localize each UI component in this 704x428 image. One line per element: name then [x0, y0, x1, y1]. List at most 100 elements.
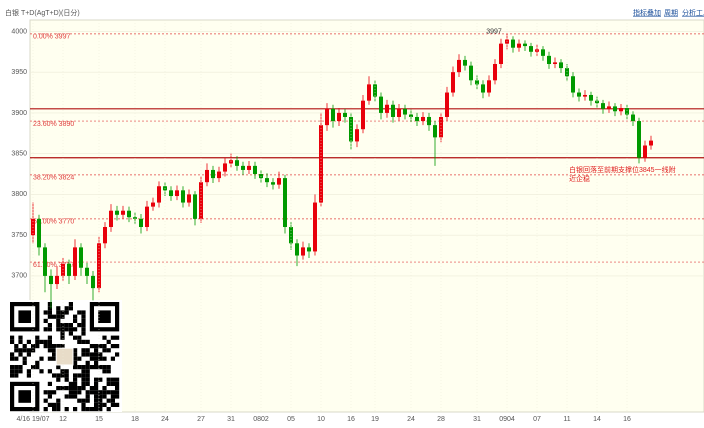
qr-cell — [81, 373, 86, 378]
y-tick-label: 3850 — [11, 150, 27, 157]
qr-cell — [110, 390, 115, 395]
qr-cell — [73, 407, 78, 412]
qr-cell — [102, 335, 107, 340]
qr-cell — [73, 335, 78, 340]
qr-cell — [110, 356, 115, 361]
qr-cell — [94, 377, 99, 382]
qr-cell — [64, 369, 69, 374]
candle-body — [307, 247, 311, 252]
qr-cell — [94, 348, 99, 353]
candle-body — [433, 125, 437, 138]
candle-body — [613, 106, 617, 112]
qr-cell — [102, 394, 107, 399]
qr-cell — [73, 365, 78, 370]
candle-body — [169, 190, 173, 197]
candle-body — [67, 263, 71, 276]
candle-body — [415, 116, 419, 122]
qr-cell — [64, 327, 69, 332]
qr-cell — [81, 339, 86, 344]
qr-cell — [81, 314, 86, 319]
qr-cell — [47, 335, 52, 340]
qr-cell — [47, 314, 52, 319]
qr-cell — [106, 369, 111, 374]
peak-label: 3997 — [486, 29, 502, 36]
qr-cell — [110, 402, 115, 407]
qr-cell — [110, 381, 115, 386]
qr-cell — [102, 348, 107, 353]
qr-cell — [94, 390, 99, 395]
qr-cell — [22, 348, 27, 353]
qr-cell — [81, 402, 86, 407]
candle-body — [91, 275, 95, 289]
qr-cell — [98, 377, 103, 382]
qr-cell — [94, 394, 99, 399]
qr-cell — [98, 398, 103, 403]
qr-code — [8, 300, 122, 412]
candle-body — [151, 202, 155, 207]
qr-cell — [94, 381, 99, 386]
qr-cell — [94, 360, 99, 365]
fib-label: 38.20% 3824 — [33, 175, 74, 182]
x-tick-label: 12 — [59, 416, 67, 423]
qr-cell — [89, 352, 94, 357]
link[interactable]: 分析工具 — [682, 8, 704, 17]
candle-body — [445, 92, 449, 117]
candle-body — [277, 178, 281, 185]
candle-body — [181, 190, 185, 203]
qr-cell — [64, 407, 69, 412]
qr-cell — [81, 352, 86, 357]
qr-cell — [47, 356, 52, 361]
qr-cell — [64, 377, 69, 382]
qr-cell — [60, 331, 65, 336]
qr-cell — [85, 377, 90, 382]
qr-cell — [60, 310, 65, 315]
candle-body — [511, 39, 515, 48]
qr-cell — [52, 356, 57, 361]
qr-cell — [68, 394, 73, 399]
link[interactable]: 周期 — [664, 9, 678, 17]
qr-cell — [64, 373, 69, 378]
qr-cell — [56, 318, 61, 323]
x-tick-label: 24 — [407, 416, 415, 423]
qr-cell — [47, 306, 52, 311]
qr-cell — [85, 339, 90, 344]
qr-cell — [106, 390, 111, 395]
candle-body — [391, 104, 395, 117]
qr-cell — [102, 344, 107, 349]
link[interactable]: 指标叠加 — [633, 8, 661, 17]
candle-body — [49, 275, 53, 285]
qr-cell — [85, 407, 90, 412]
qr-cell — [47, 302, 52, 307]
title: 白银 T+D(AgT+D)(日分) — [5, 8, 80, 17]
candle-body — [607, 106, 611, 109]
candle-body — [457, 59, 461, 73]
qr-cell — [106, 398, 111, 403]
qr-cell — [106, 377, 111, 382]
annotation: 近企稳 — [569, 174, 590, 183]
qr-cell — [85, 365, 90, 370]
qr-cell — [106, 407, 111, 412]
candle-body — [571, 76, 575, 93]
candle-body — [379, 96, 383, 113]
qr-logo — [55, 347, 74, 366]
qr-cell — [52, 348, 57, 353]
y-tick-label: 3800 — [11, 191, 27, 198]
fib-label: 23.60% 3890 — [33, 121, 74, 128]
qr-cell — [52, 352, 57, 357]
qr-cell — [98, 402, 103, 407]
qr-cell — [89, 356, 94, 361]
qr-cell — [26, 373, 31, 378]
qr-cell — [18, 352, 23, 357]
qr-cell — [115, 402, 120, 407]
candle-body — [193, 194, 197, 219]
y-tick-label: 3900 — [11, 110, 27, 117]
qr-cell — [81, 318, 86, 323]
qr-cell — [68, 331, 73, 336]
candle-body — [295, 243, 299, 256]
qr-cell — [60, 369, 65, 374]
qr-cell — [89, 365, 94, 370]
qr-cell — [10, 365, 15, 370]
fib-label: 50.00% 3770 — [33, 219, 74, 226]
qr-cell — [56, 386, 61, 391]
